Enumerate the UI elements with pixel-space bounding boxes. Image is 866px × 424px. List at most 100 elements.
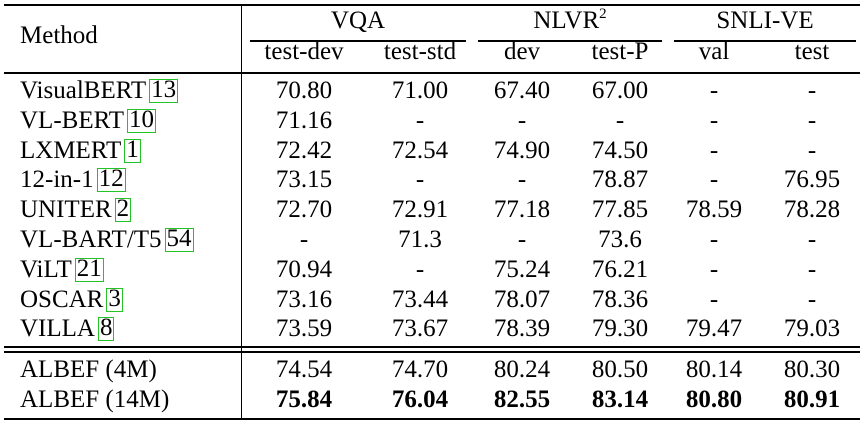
value-cell: 72.91 <box>391 196 449 224</box>
value-cell: 75.24 <box>493 255 551 283</box>
value-cell: - <box>709 226 719 253</box>
value-cell: 71.3 <box>398 226 442 253</box>
value-cell: 78.07 <box>493 285 551 313</box>
value-cell: 78.39 <box>493 315 551 343</box>
method-name: UNITER <box>20 196 112 224</box>
method-name: VisualBERT <box>20 77 147 104</box>
value-cell: 73.15 <box>275 166 333 194</box>
value-cell: 67.00 <box>591 77 649 104</box>
snli-header: SNLI-VE <box>716 7 814 34</box>
value-cell: - <box>807 285 817 313</box>
nlvr-cmidrule <box>478 40 662 42</box>
value-cell: - <box>709 136 719 164</box>
subcol-header-1: test-std <box>383 38 457 65</box>
value-cell: - <box>517 166 527 194</box>
value-cell: 73.44 <box>391 285 449 313</box>
value-cell: 74.70 <box>391 356 449 383</box>
citation-link[interactable]: 54 <box>164 225 194 252</box>
top-rule <box>4 4 860 6</box>
value-cell: 80.24 <box>493 356 551 383</box>
subcol-header-2: dev <box>503 38 541 65</box>
nlvr-superscript: 2 <box>599 6 607 22</box>
value-cell: - <box>807 106 817 134</box>
value-cell: 76.21 <box>591 255 649 283</box>
method-header: Method <box>20 22 98 49</box>
value-cell: 77.85 <box>591 196 649 224</box>
citation-link[interactable]: 12 <box>96 165 126 193</box>
method-cell: UNITER 2 <box>20 195 132 225</box>
value-cell: - <box>807 77 817 104</box>
value-cell: - <box>415 106 425 134</box>
method-cell: 12-in-1 12 <box>20 165 126 195</box>
method-name: VILLA <box>20 315 95 343</box>
subcol-header-4: val <box>698 38 730 65</box>
method-cell: VL-BERT 10 <box>20 105 157 136</box>
method-cell: OSCAR 3 <box>20 285 123 315</box>
value-cell: - <box>709 255 719 283</box>
value-cell: 73.16 <box>275 285 333 313</box>
value-cell: 75.84 <box>275 386 333 413</box>
method-name: ViLT <box>20 255 72 283</box>
value-cell: 78.59 <box>685 196 743 224</box>
value-cell: 76.95 <box>783 166 841 194</box>
value-cell: 78.28 <box>783 196 841 224</box>
value-cell: - <box>415 166 425 194</box>
method-cell: ViLT 21 <box>20 255 104 285</box>
value-cell: - <box>299 226 309 253</box>
value-cell: - <box>709 106 719 134</box>
value-cell: - <box>517 226 527 253</box>
value-cell: 73.59 <box>275 315 333 343</box>
subcol-header-3: test-P <box>591 38 649 65</box>
method-name: 12-in-1 <box>20 166 94 194</box>
citation-link[interactable]: 13 <box>149 76 179 103</box>
citation-link[interactable]: 10 <box>127 105 157 133</box>
method-cell: ALBEF (4M) <box>20 355 157 385</box>
value-cell: 80.14 <box>685 356 743 383</box>
method-cell: LXMERT 1 <box>20 136 141 166</box>
citation-link[interactable]: 21 <box>74 254 104 282</box>
value-cell: 67.40 <box>493 77 551 104</box>
method-name: ALBEF (14M) <box>20 386 170 413</box>
mid-rule-2 <box>4 351 860 353</box>
header-rule <box>4 72 860 74</box>
value-cell: 79.47 <box>685 315 743 343</box>
value-cell: 78.36 <box>591 285 649 313</box>
value-cell: 74.90 <box>493 136 551 164</box>
citation-link[interactable]: 1 <box>124 135 141 163</box>
method-name: VL-BERT <box>20 106 125 134</box>
value-cell: 74.50 <box>591 136 649 164</box>
method-cell: VisualBERT 13 <box>20 76 179 106</box>
method-cell: VL-BART/T5 54 <box>20 225 194 255</box>
value-cell: 73.6 <box>598 226 642 253</box>
method-name: OSCAR <box>20 285 104 313</box>
value-cell: 72.42 <box>275 136 333 164</box>
bottom-rule <box>4 418 860 420</box>
value-cell: 83.14 <box>591 386 649 413</box>
citation-link[interactable]: 2 <box>114 195 132 223</box>
value-cell: - <box>709 166 719 194</box>
nlvr-label: NLVR <box>533 7 600 34</box>
value-cell: 70.80 <box>275 77 333 104</box>
value-cell: 72.54 <box>391 136 449 164</box>
vqa-header: VQA <box>330 7 386 34</box>
snli-cmidrule <box>674 40 856 42</box>
value-cell: - <box>517 106 527 134</box>
subcol-header-0: test-dev <box>264 38 344 65</box>
value-cell: - <box>709 77 719 104</box>
method-separator <box>241 6 242 418</box>
citation-link[interactable]: 3 <box>106 284 123 312</box>
value-cell: 80.30 <box>783 356 841 383</box>
nlvr-header: NLVR2 <box>478 6 662 36</box>
value-cell: 82.55 <box>493 386 551 413</box>
value-cell: 78.87 <box>591 166 649 194</box>
value-cell: 71.00 <box>391 77 449 104</box>
value-cell: 79.30 <box>591 315 649 343</box>
citation-link[interactable]: 8 <box>97 314 115 342</box>
method-name: LXMERT <box>20 136 122 164</box>
value-cell: - <box>807 136 817 164</box>
value-cell: 71.16 <box>275 106 333 134</box>
subcol-header-5: test <box>794 38 830 65</box>
mid-rule-1 <box>4 346 860 348</box>
value-cell: - <box>709 285 719 313</box>
value-cell: 74.54 <box>275 356 333 383</box>
